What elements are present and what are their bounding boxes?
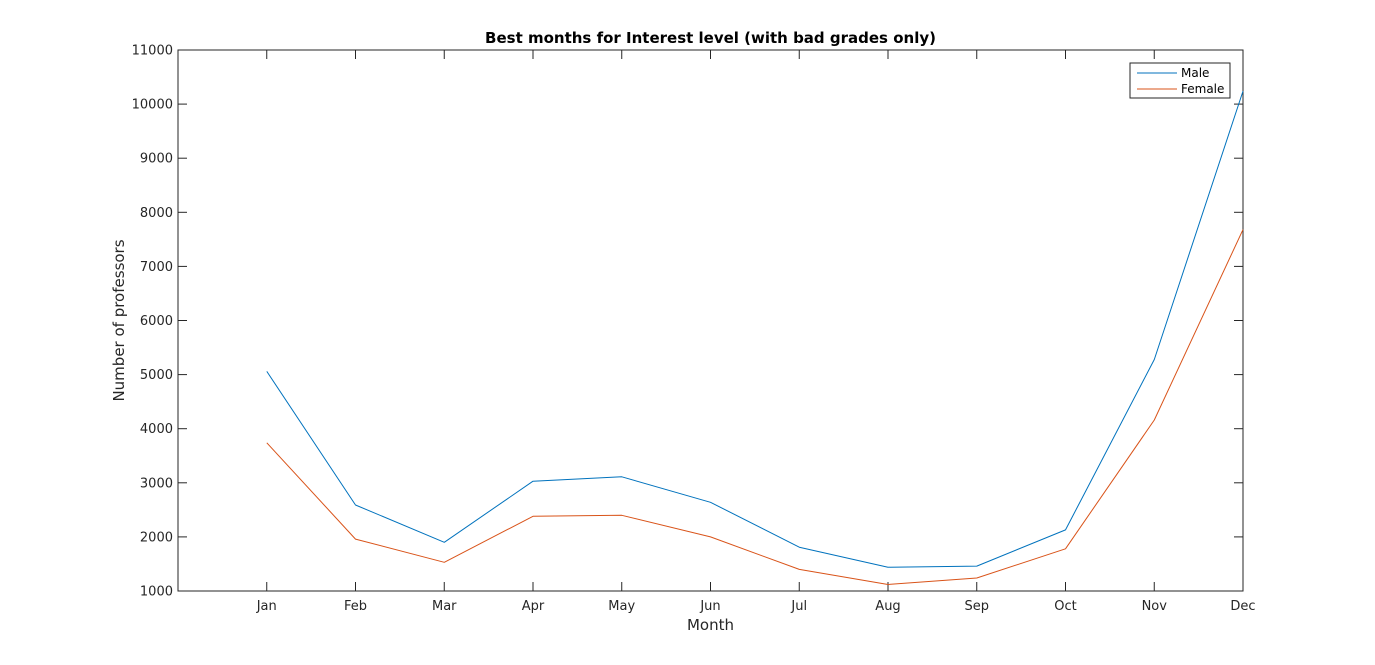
x-tick-label: Aug [875,599,900,614]
series-line-female [266,229,1244,585]
x-tick-label: Dec [1230,599,1255,614]
legend-box [1129,62,1231,99]
x-tick-label: Jun [699,599,720,614]
x-tick-label: May [608,599,635,614]
y-tick-label: 10000 [132,98,173,113]
x-axis-ticks: Jan Feb Mar Apr May Jun Jul Aug Sep Oct Nov Dec [177,50,1256,614]
legend: Male Female [1129,62,1231,99]
legend-label-male: Male [1181,66,1209,80]
series-lines [266,90,1244,585]
y-axis-label: Number of professors [110,239,128,401]
y-tick-label: 2000 [140,530,173,545]
series-line-male [266,90,1244,568]
legend-label-female: Female [1181,82,1224,96]
x-tick-label: Sep [964,599,989,614]
x-tick-label: Mar [432,599,457,614]
y-tick-label: 3000 [140,476,173,491]
x-tick-label: Feb [344,599,367,614]
plot-frame [177,49,1244,592]
x-tick-label: Oct [1054,599,1076,614]
x-tick-label: Nov [1142,599,1168,614]
y-tick-label: 1000 [140,585,173,600]
x-tick-label: Jan [256,599,277,614]
x-tick-label: Jul [790,599,807,614]
x-axis-label: Month [687,616,734,634]
y-axis-ticks: 1000 2000 3000 4000 5000 6000 7000 8000 9000 1000… [132,44,1243,600]
chart-title: Best months for Interest level (with bad… [485,29,936,47]
y-tick-label: 5000 [140,368,173,383]
y-tick-label: 6000 [140,314,173,329]
x-tick-label: Apr [522,599,545,614]
y-tick-label: 11000 [132,44,173,59]
y-tick-label: 7000 [140,260,173,275]
y-tick-label: 8000 [140,206,173,221]
y-tick-label: 4000 [140,422,173,437]
plot-area [177,49,1244,592]
y-tick-label: 9000 [140,152,173,167]
